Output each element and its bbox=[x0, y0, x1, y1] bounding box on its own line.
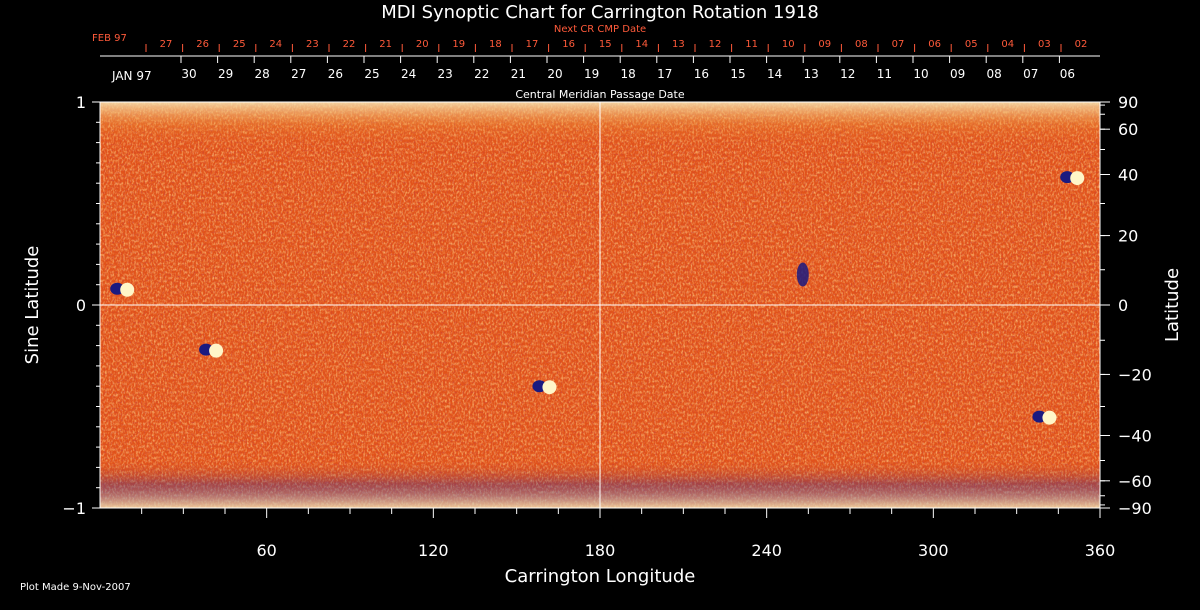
y-tick-label-left: −1 bbox=[62, 499, 86, 518]
cmp-date-label: 27 bbox=[291, 67, 306, 81]
active-region-1 bbox=[110, 282, 135, 297]
y-tick-label-right: 90 bbox=[1118, 93, 1138, 112]
next-cr-date-label: 24 bbox=[269, 39, 282, 50]
next-cr-date-label: 25 bbox=[233, 39, 246, 50]
next-cr-date-label: 19 bbox=[452, 39, 465, 50]
y-tick-label-right: −90 bbox=[1118, 499, 1152, 518]
next-cr-date-label: 15 bbox=[599, 39, 612, 50]
y-tick-label-right: −40 bbox=[1118, 426, 1152, 445]
x-tick-label: 120 bbox=[418, 541, 449, 560]
active-region-2 bbox=[199, 343, 224, 358]
positive-polarity-spot bbox=[120, 282, 135, 297]
active-region-4 bbox=[796, 262, 809, 287]
y-tick-label-left: 1 bbox=[76, 93, 86, 112]
next-cr-date-label: 23 bbox=[306, 39, 319, 50]
plot-made-footer: Plot Made 9-Nov-2007 bbox=[20, 582, 131, 593]
cmp-date-label: 09 bbox=[950, 67, 965, 81]
x-axis-label: Carrington Longitude bbox=[505, 566, 696, 587]
next-cr-date-label: 03 bbox=[1038, 39, 1051, 50]
cmp-date-label: 21 bbox=[511, 67, 526, 81]
y-tick-label-left: 0 bbox=[76, 296, 86, 315]
cmp-date-label: 28 bbox=[255, 67, 270, 81]
y-tick-label-right: −20 bbox=[1118, 365, 1152, 384]
cmp-date-label: 25 bbox=[364, 67, 379, 81]
y-axis-label-left: Sine Latitude bbox=[22, 246, 43, 365]
next-cr-date-label: 08 bbox=[855, 39, 868, 50]
cmp-date-label: 24 bbox=[401, 67, 416, 81]
next-cr-date-label: 22 bbox=[343, 39, 356, 50]
x-tick-label: 60 bbox=[256, 541, 276, 560]
cmp-date-label: 16 bbox=[694, 67, 709, 81]
next-cr-date-label: 16 bbox=[562, 39, 575, 50]
positive-polarity-spot bbox=[1042, 410, 1057, 425]
x-tick-label: 180 bbox=[585, 541, 616, 560]
next-cr-date-label: 17 bbox=[526, 39, 539, 50]
y-axis-label-right: Latitude bbox=[1162, 268, 1183, 342]
next-cr-date-label: 27 bbox=[160, 39, 173, 50]
x-tick-label: 240 bbox=[751, 541, 782, 560]
cmp-date-label: 23 bbox=[438, 67, 453, 81]
y-tick-label-right: 0 bbox=[1118, 296, 1128, 315]
cmp-axis-label: Central Meridian Passage Date bbox=[515, 88, 684, 101]
next-cr-date-label: 18 bbox=[489, 39, 502, 50]
next-cr-date-label: 14 bbox=[635, 39, 648, 50]
next-cr-date-label: 02 bbox=[1075, 39, 1088, 50]
cmp-date-label: 20 bbox=[547, 67, 562, 81]
active-region-3 bbox=[532, 380, 557, 395]
next-cr-date-label: 10 bbox=[782, 39, 795, 50]
negative-polarity-spot bbox=[796, 262, 809, 287]
next-cr-date-label: 12 bbox=[709, 39, 722, 50]
y-tick-label-right: −60 bbox=[1118, 472, 1152, 491]
next-cr-date-label: 26 bbox=[196, 39, 209, 50]
chart-title: MDI Synoptic Chart for Carrington Rotati… bbox=[381, 2, 819, 23]
cmp-date-label: 10 bbox=[913, 67, 928, 81]
next-cr-date-label: 13 bbox=[672, 39, 685, 50]
next-cr-date-label: 09 bbox=[818, 39, 831, 50]
active-region-5 bbox=[1032, 410, 1057, 425]
cmp-date-label: 08 bbox=[987, 67, 1002, 81]
cmp-date-label: 30 bbox=[181, 67, 196, 81]
cmp-date-label: 14 bbox=[767, 67, 782, 81]
cmp-date-label: 07 bbox=[1023, 67, 1038, 81]
next-cr-month-label: FEB 97 bbox=[92, 33, 127, 44]
y-tick-label-right: 40 bbox=[1118, 166, 1138, 185]
next-cr-date-label: 05 bbox=[965, 39, 978, 50]
x-tick-label: 360 bbox=[1085, 541, 1116, 560]
y-tick-label-right: 20 bbox=[1118, 227, 1138, 246]
cmp-date-label: 06 bbox=[1060, 67, 1075, 81]
axes: 60 120 180 240 300 36010−1906040200−20−40−60−… bbox=[62, 39, 1151, 560]
next-cr-date-label: 07 bbox=[892, 39, 905, 50]
next-cr-date-label: 20 bbox=[416, 39, 429, 50]
next-cr-date-label: 21 bbox=[379, 39, 392, 50]
active-region-6 bbox=[1060, 171, 1085, 186]
cmp-date-label: 29 bbox=[218, 67, 233, 81]
next-cr-date-label: 04 bbox=[1001, 39, 1014, 50]
cmp-date-label: 15 bbox=[730, 67, 745, 81]
cmp-date-label: 18 bbox=[621, 67, 636, 81]
cmp-date-label: 12 bbox=[840, 67, 855, 81]
cmp-date-label: 19 bbox=[584, 67, 599, 81]
cmp-date-label: 26 bbox=[328, 67, 343, 81]
cmp-date-label: 13 bbox=[804, 67, 819, 81]
cmp-date-label: 22 bbox=[474, 67, 489, 81]
cmp-date-label: 17 bbox=[657, 67, 672, 81]
positive-polarity-spot bbox=[209, 343, 224, 358]
next-cr-date-label: 11 bbox=[745, 39, 758, 50]
positive-polarity-spot bbox=[1070, 171, 1085, 186]
positive-polarity-spot bbox=[542, 380, 557, 395]
x-tick-label: 300 bbox=[918, 541, 949, 560]
next-cr-axis-label: Next CR CMP Date bbox=[554, 24, 646, 35]
cmp-date-label: 11 bbox=[877, 67, 892, 81]
cmp-month-label: JAN 97 bbox=[111, 69, 152, 83]
y-tick-label-right: 60 bbox=[1118, 120, 1138, 139]
next-cr-date-label: 06 bbox=[928, 39, 941, 50]
